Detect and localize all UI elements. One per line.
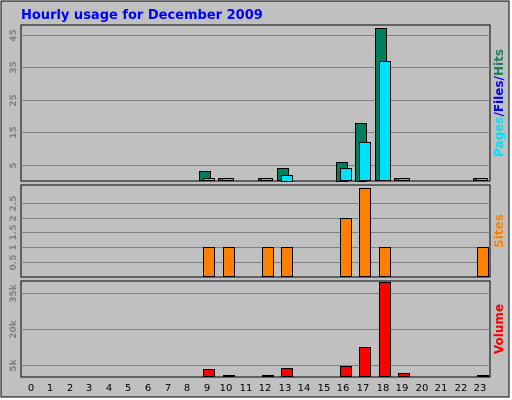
sites-bar-sites-12	[262, 247, 274, 277]
x-tick-label: 11	[240, 383, 253, 394]
pfh-bar-pages-9	[203, 178, 215, 181]
pfh-bar-pages-16	[340, 168, 352, 181]
x-tick-label: 2	[67, 383, 73, 394]
x-tick-label: 19	[396, 383, 409, 394]
x-tick-label: 16	[337, 383, 350, 394]
volume-panel: 5k 20k 35k Volume	[9, 280, 506, 378]
volume-tick-label: 20k	[9, 319, 19, 339]
pfh-axis-label-part: Files	[492, 80, 506, 112]
x-tick-label: 6	[145, 383, 151, 394]
x-tick-label: 7	[165, 383, 171, 394]
pfh-axis-label: Pages/Files/Hits	[492, 49, 506, 157]
x-tick-label: 8	[184, 383, 190, 394]
pfh-axis-label-part: Hits	[492, 49, 506, 76]
volume-tick-label: 5k	[9, 358, 19, 371]
x-tick-label: 0	[28, 383, 34, 394]
pfh-axis-label-part: /	[492, 75, 506, 80]
pfh-bar-pages-23	[476, 178, 488, 181]
pfh-bar-pages-19	[398, 178, 410, 181]
x-tick-label: 15	[318, 383, 331, 394]
volume-axis-label: Volume	[492, 304, 506, 354]
x-tick-label: 1	[47, 383, 53, 394]
pfh-tick-label: 25	[9, 94, 19, 107]
sites-tick-label: 2.5	[9, 196, 19, 212]
sites-panel: 0.5 1 1.5 2 2.5 Sites	[9, 184, 506, 278]
pfh-bar-pages-12	[261, 178, 273, 181]
volume-bar-volume-9	[203, 369, 215, 377]
sites-tick-label: 1.5	[9, 225, 19, 241]
volume-bar-volume-16	[340, 366, 352, 377]
chart-title: Hourly usage for December 2009	[21, 8, 263, 23]
pfh-tick-label: 35	[9, 61, 19, 74]
sites-bar-sites-9	[203, 247, 215, 277]
sites-bar-sites-17	[359, 188, 371, 277]
x-tick-label: 9	[204, 383, 210, 394]
volume-bar-volume-13	[281, 368, 293, 377]
x-tick-label: 17	[357, 383, 370, 394]
pfh-bar-pages-13	[281, 175, 293, 182]
x-tick-label: 14	[298, 383, 311, 394]
volume-bar-volume-23	[477, 375, 489, 377]
volume-bar-volume-10	[223, 375, 235, 377]
pfh-bar-pages-10	[222, 178, 234, 181]
sites-bar-sites-23	[477, 247, 489, 277]
pfh-axis-label-part: Pages	[492, 117, 506, 157]
volume-bar-volume-17	[359, 347, 371, 377]
sites-bar-sites-13	[281, 247, 293, 277]
pfh-bar-pages-17	[359, 142, 371, 181]
sites-plot-area	[20, 184, 491, 278]
pfh-axis-label-part: /	[492, 112, 506, 117]
x-tick-label: 22	[455, 383, 468, 394]
sites-tick-label: 2	[9, 215, 19, 221]
sites-bar-sites-10	[223, 247, 235, 277]
pfh-bar-pages-18	[379, 61, 391, 181]
x-tick-label: 4	[106, 383, 112, 394]
volume-axis-label-part: Volume	[492, 304, 506, 354]
sites-axis-label: Sites	[492, 214, 506, 248]
pfh-plot-area	[20, 24, 491, 182]
sites-bar-sites-18	[379, 247, 391, 277]
volume-bar-volume-19	[398, 373, 410, 377]
x-tick-label: 5	[125, 383, 131, 394]
x-tick-label: 20	[416, 383, 429, 394]
sites-bar-sites-16	[340, 218, 352, 277]
x-tick-label: 10	[220, 383, 233, 394]
pfh-tick-label: 45	[9, 29, 19, 42]
sites-tick-label: 0.5	[9, 255, 19, 271]
sites-axis-label-part: Sites	[492, 214, 506, 248]
sites-tick-label: 1	[9, 244, 19, 250]
volume-bar-volume-12	[262, 375, 274, 377]
pfh-tick-label: 15	[9, 126, 19, 139]
x-tick-label: 12	[259, 383, 272, 394]
x-tick-label: 23	[474, 383, 487, 394]
x-tick-label: 3	[86, 383, 92, 394]
x-tick-label: 18	[377, 383, 390, 394]
volume-tick-label: 35k	[9, 283, 19, 303]
pfh-tick-label: 5	[9, 162, 19, 168]
x-tick-label: 13	[279, 383, 292, 394]
volume-bar-volume-18	[379, 282, 391, 377]
x-tick-label: 21	[435, 383, 448, 394]
